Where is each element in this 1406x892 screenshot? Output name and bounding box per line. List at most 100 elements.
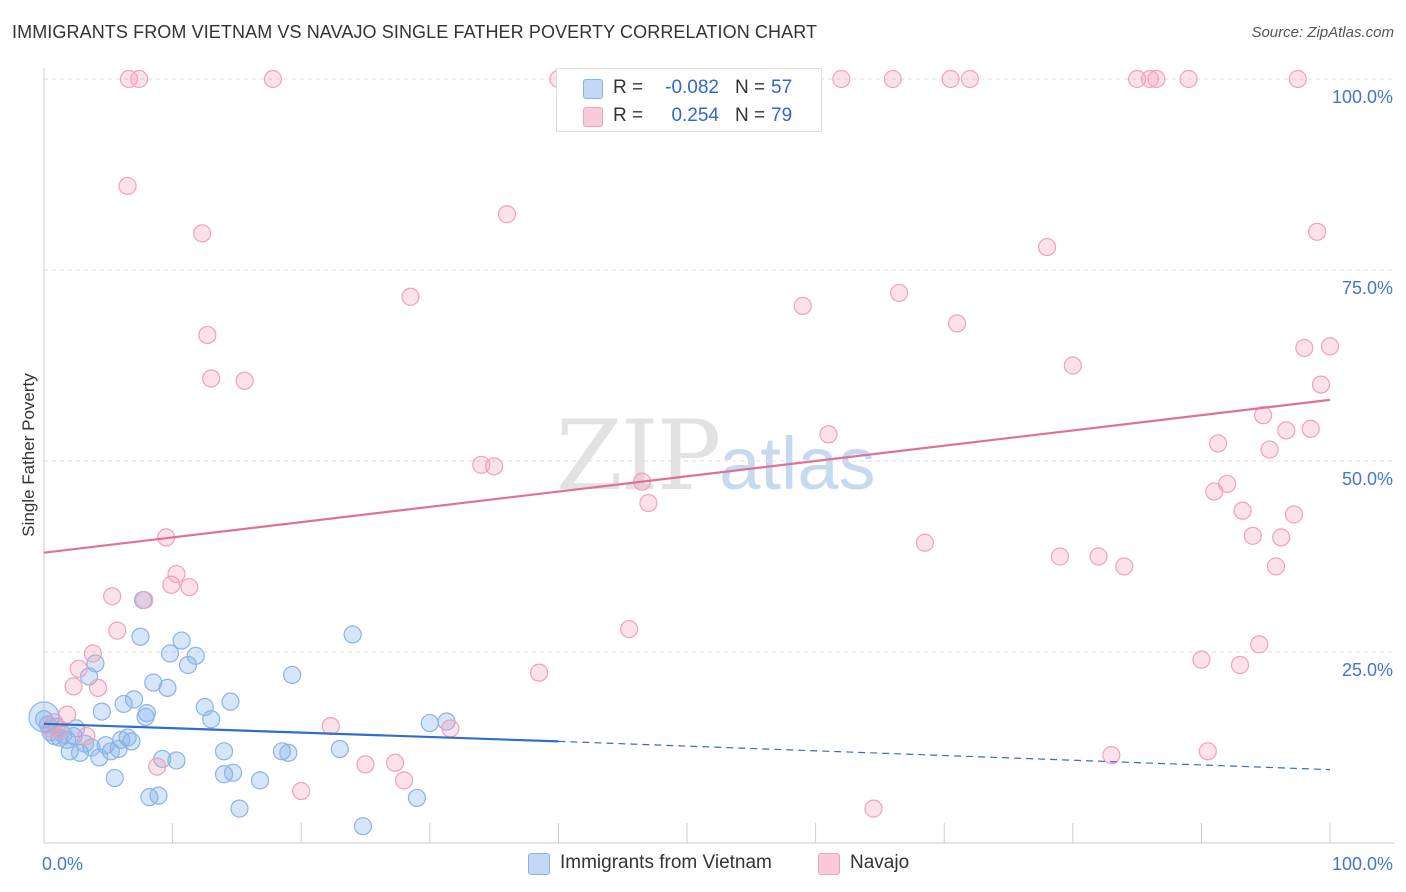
data-point <box>124 690 144 709</box>
data-point <box>283 665 302 685</box>
legend-r-value: 0.254 <box>671 105 719 126</box>
x-tick-label: 0.0% <box>42 854 83 874</box>
data-point <box>1277 421 1296 440</box>
data-point <box>1233 501 1252 520</box>
data-point <box>119 69 138 89</box>
data-point <box>140 788 159 807</box>
data-point <box>1050 547 1070 566</box>
data-point <box>83 644 102 663</box>
data-point <box>1266 557 1286 576</box>
data-point <box>214 765 234 784</box>
data-point <box>1284 505 1304 524</box>
data-point <box>1311 375 1331 394</box>
data-point <box>1218 474 1237 494</box>
y-tick-label: 50.0% <box>1342 469 1393 489</box>
data-point <box>235 371 254 390</box>
data-point <box>130 69 149 89</box>
data-point <box>960 69 980 89</box>
data-point <box>1127 69 1147 89</box>
data-point <box>385 753 405 772</box>
data-point <box>793 296 812 316</box>
data-point <box>230 799 249 818</box>
data-point <box>160 644 180 663</box>
data-point <box>137 704 156 723</box>
data-point <box>620 619 639 639</box>
data-point <box>915 533 935 552</box>
data-point <box>1089 547 1108 566</box>
data-point <box>82 738 101 757</box>
data-point <box>221 692 240 711</box>
data-point <box>1192 650 1211 669</box>
data-point <box>162 575 181 594</box>
data-point <box>223 763 243 782</box>
data-point <box>497 205 517 224</box>
data-point <box>1243 526 1262 545</box>
series-swatch-navajo <box>818 853 840 875</box>
data-point <box>214 742 234 761</box>
data-point <box>1260 440 1279 459</box>
data-point <box>158 678 177 698</box>
data-point <box>1250 635 1269 654</box>
trend-lines <box>43 398 1331 771</box>
data-point <box>353 817 373 836</box>
data-point <box>1301 419 1320 439</box>
data-point-cluster <box>28 701 60 733</box>
data-point <box>530 663 549 682</box>
data-point <box>88 678 108 698</box>
data-point <box>890 283 909 303</box>
series-legend-label: Immigrants from Vietnam <box>560 852 772 873</box>
data-point <box>1209 434 1228 453</box>
y-tick-label: 100.0% <box>1332 87 1393 107</box>
axes <box>43 68 1395 844</box>
legend-r-label: R = <box>613 77 644 98</box>
legend-row-navajo: R = 0.254 N = 79 <box>557 101 821 129</box>
watermark: ZIPatlas <box>556 400 876 512</box>
data-point <box>186 646 205 665</box>
legend-swatch-navajo <box>583 107 603 127</box>
data-point <box>1308 222 1327 241</box>
data-point <box>105 768 124 788</box>
series-legend-label: Navajo <box>850 852 910 873</box>
data-point <box>108 621 127 640</box>
data-point <box>263 69 283 89</box>
data-point <box>1230 655 1250 675</box>
data-point <box>180 577 199 597</box>
legend-n-label: N = <box>735 105 766 126</box>
data-point <box>394 771 414 790</box>
data-point <box>167 564 186 584</box>
grid-lines <box>44 78 1395 653</box>
data-point <box>356 755 375 774</box>
data-point <box>485 457 504 476</box>
data-point <box>167 751 186 770</box>
legend-n-label: N = <box>735 77 766 98</box>
legend-n-value: 79 <box>771 105 793 126</box>
data-point <box>1115 557 1134 576</box>
data-point <box>864 799 883 818</box>
data-points <box>28 69 1340 836</box>
trend-line-solid <box>43 722 559 743</box>
data-point <box>819 425 838 444</box>
data-point <box>343 625 362 644</box>
trend-line-solid <box>43 398 1331 554</box>
source-label: Source: ZipAtlas.com <box>1251 24 1394 41</box>
data-point <box>202 710 221 729</box>
data-point <box>202 369 221 388</box>
data-point <box>92 702 111 721</box>
data-point <box>420 713 439 733</box>
legend-r-label: R = <box>613 105 644 126</box>
y-tick-label: 75.0% <box>1342 278 1393 298</box>
data-point <box>401 287 420 306</box>
data-point <box>118 176 137 196</box>
data-point <box>178 655 198 675</box>
data-point <box>193 224 212 243</box>
data-point <box>70 743 90 762</box>
data-point <box>1198 742 1217 761</box>
chart-title: IMMIGRANTS FROM VIETNAM VS NAVAJO SINGLE… <box>12 22 818 42</box>
data-point <box>407 788 427 808</box>
data-point <box>832 69 851 89</box>
data-point <box>272 742 292 761</box>
data-point <box>1063 356 1082 375</box>
data-point <box>69 659 88 678</box>
data-point <box>77 726 96 746</box>
